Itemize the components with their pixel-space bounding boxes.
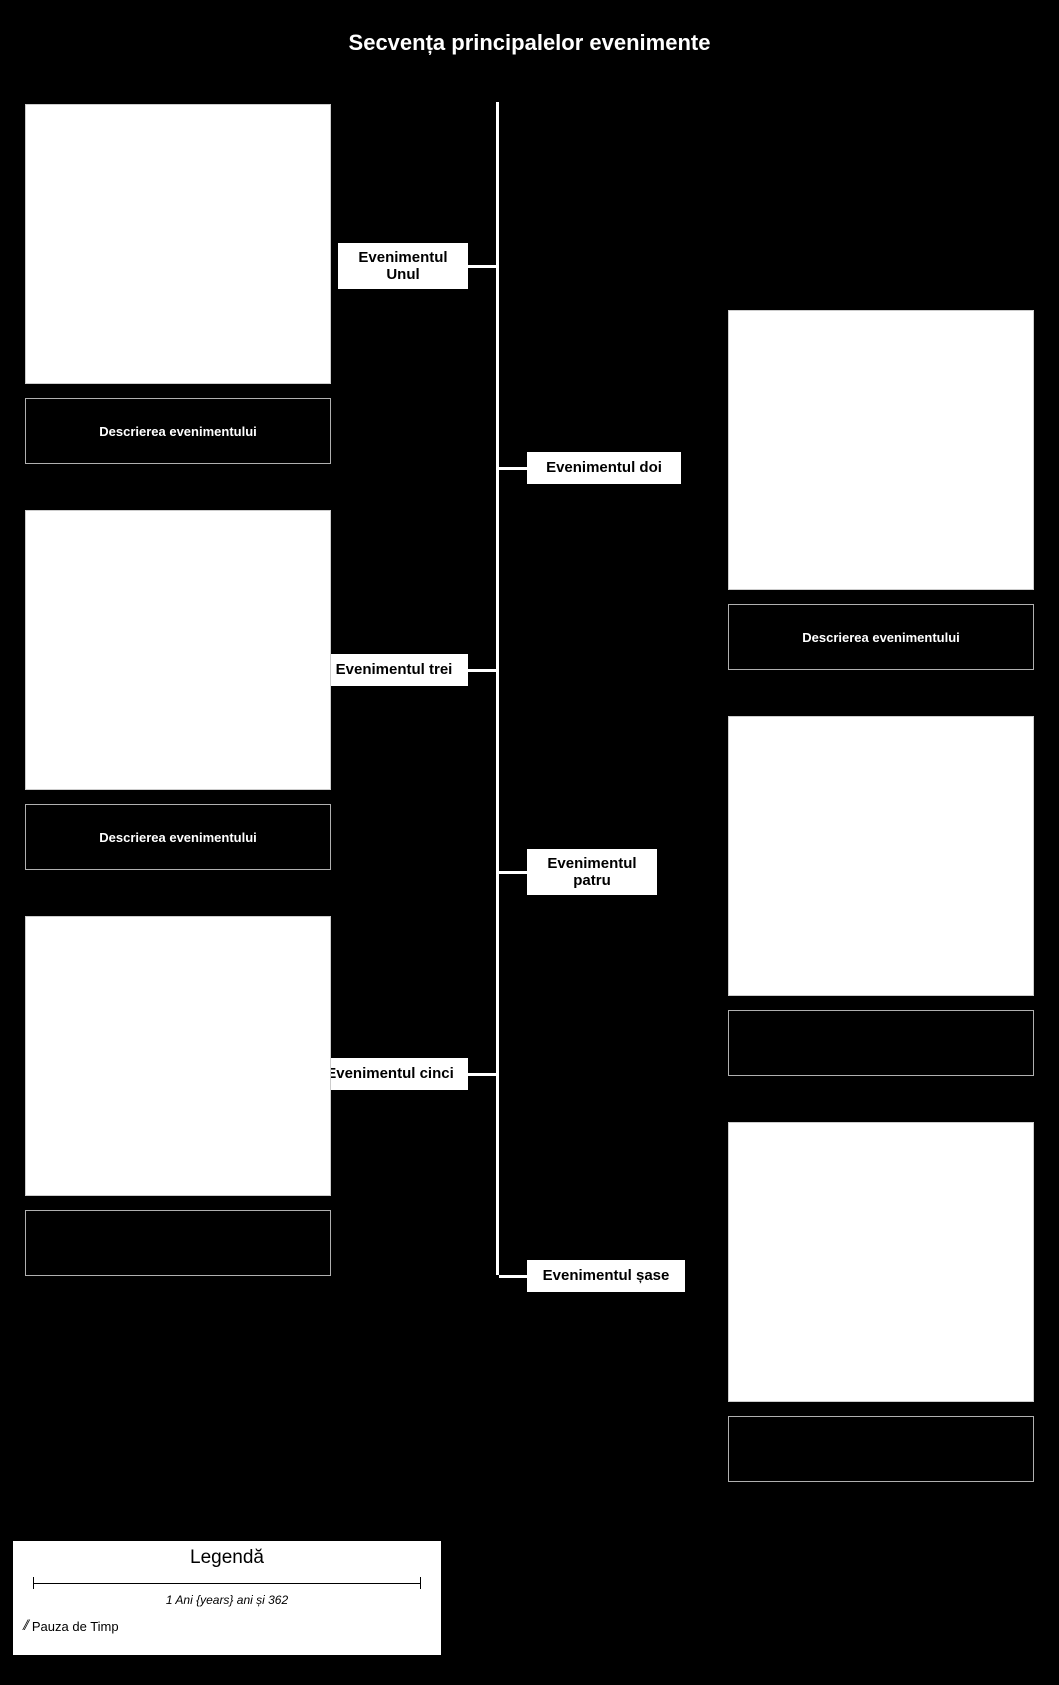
legend-title: Legendă (23, 1547, 431, 1569)
event-image-placeholder (25, 510, 331, 790)
pause-icon: // (23, 1617, 26, 1635)
event-label: Evenimentul cinci (312, 1058, 468, 1090)
event-label: Evenimentul trei (320, 654, 468, 686)
event-image-placeholder (728, 310, 1034, 590)
event-image-placeholder (728, 1122, 1034, 1402)
event-image-placeholder (728, 716, 1034, 996)
timeline-tick (468, 1073, 496, 1076)
timeline-axis (496, 102, 499, 1275)
legend-scale (23, 1575, 431, 1591)
legend-scale-line (33, 1583, 421, 1584)
event-description: Descrierea evenimentului (25, 804, 331, 870)
event-image-placeholder (25, 916, 331, 1196)
timeline-tick (499, 467, 527, 470)
timeline-tick (468, 265, 496, 268)
event-image-placeholder (25, 104, 331, 384)
event-description (25, 1210, 331, 1276)
event-description (728, 1010, 1034, 1076)
timeline-tick (499, 1275, 527, 1278)
event-description: Descrierea evenimentului (25, 398, 331, 464)
timeline-tick (468, 669, 496, 672)
event-label: Evenimentul doi (527, 452, 681, 484)
event-label: Evenimentul Unul (338, 243, 468, 289)
event-description (728, 1416, 1034, 1482)
legend-pause-label: Pauza de Timp (32, 1619, 119, 1634)
page-title: Secvența principalelor evenimente (0, 30, 1059, 56)
timeline-tick (499, 871, 527, 874)
legend-scale-cap-right (420, 1577, 421, 1589)
legend-box: Legendă 1 Ani {years} ani și 362 // Pauz… (12, 1540, 442, 1656)
event-label: Evenimentul patru (527, 849, 657, 895)
event-description: Descrierea evenimentului (728, 604, 1034, 670)
legend-scale-label: 1 Ani {years} ani și 362 (23, 1593, 431, 1607)
legend-pause-row: // Pauza de Timp (23, 1617, 431, 1635)
event-label: Evenimentul șase (527, 1260, 685, 1292)
